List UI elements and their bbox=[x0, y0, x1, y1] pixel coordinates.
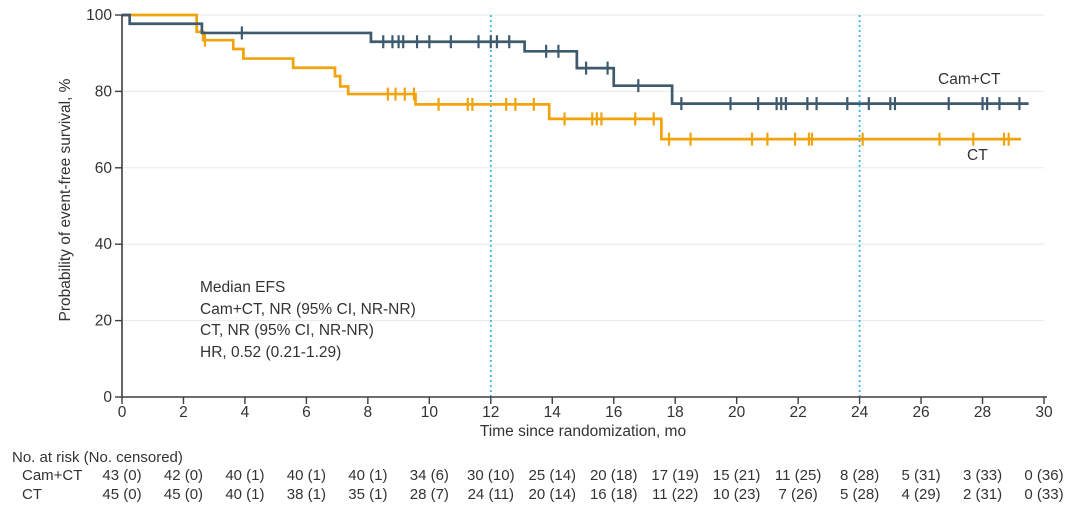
x-tick-label: 22 bbox=[790, 404, 807, 421]
annotation-line: CT, NR (95% CI, NR-NR) bbox=[200, 322, 374, 339]
risk-cell: 0 (33) bbox=[1024, 486, 1064, 503]
y-axis-title: Probability of event-free survival, % bbox=[57, 78, 74, 322]
risk-cell: 45 (0) bbox=[102, 486, 142, 503]
risk-cell: 0 (36) bbox=[1024, 467, 1064, 484]
risk-cell: 11 (22) bbox=[651, 486, 699, 503]
x-tick-label: 8 bbox=[364, 404, 373, 421]
km-curve-ct bbox=[122, 13, 1021, 141]
risk-cell: 20 (14) bbox=[528, 486, 577, 503]
risk-table-header: No. at risk (No. censored) bbox=[12, 449, 183, 466]
x-tick-label: 4 bbox=[241, 404, 250, 421]
x-tick-label: 6 bbox=[302, 404, 311, 421]
risk-cell: 40 (1) bbox=[225, 486, 265, 503]
risk-cell: 24 (11) bbox=[467, 486, 515, 503]
risk-cell: 38 (1) bbox=[286, 486, 326, 503]
risk-cell: 2 (31) bbox=[962, 486, 1003, 503]
risk-row-label: CT bbox=[22, 486, 42, 503]
y-tick-label: 80 bbox=[95, 83, 113, 100]
y-tick-label: 20 bbox=[95, 313, 113, 330]
risk-cell: 45 (0) bbox=[163, 486, 204, 503]
risk-cell: 17 (19) bbox=[651, 467, 699, 484]
median-efs-annotation: Median EFS Cam+CT, NR (95% CI, NR-NR) CT, … bbox=[200, 277, 416, 363]
risk-cell: 25 (14) bbox=[528, 467, 577, 484]
x-tick-label: 2 bbox=[179, 404, 188, 421]
risk-cell: 40 (1) bbox=[286, 467, 326, 484]
x-tick-label: 16 bbox=[605, 404, 622, 421]
risk-cell: 28 (7) bbox=[409, 486, 449, 503]
risk-cell: 3 (33) bbox=[962, 467, 1003, 484]
risk-cell: 5 (31) bbox=[901, 467, 941, 484]
risk-cell: 5 (28) bbox=[840, 486, 880, 503]
risk-cell: 34 (6) bbox=[409, 467, 449, 484]
x-tick-label: 26 bbox=[912, 404, 929, 421]
x-tick-label: 14 bbox=[544, 404, 562, 421]
x-tick-label: 24 bbox=[851, 404, 869, 421]
x-axis-title: Time since randomization, mo bbox=[479, 423, 687, 440]
x-tick-label: 0 bbox=[118, 404, 127, 421]
x-tick-label: 28 bbox=[974, 404, 991, 421]
risk-cell: 40 (1) bbox=[348, 467, 388, 484]
risk-cell: 16 (18) bbox=[589, 486, 638, 503]
x-tick-label: 30 bbox=[1035, 404, 1053, 421]
risk-row-label: Cam+CT bbox=[22, 467, 83, 484]
x-tick-label: 10 bbox=[421, 404, 439, 421]
y-tick-label: 60 bbox=[95, 160, 113, 177]
annotation-line: Median EFS bbox=[200, 279, 286, 296]
risk-cell: 11 (25) bbox=[774, 467, 822, 484]
x-tick-label: 18 bbox=[667, 404, 684, 421]
risk-cell: 10 (23) bbox=[712, 486, 761, 503]
annotation-line: Cam+CT, NR (95% CI, NR-NR) bbox=[200, 300, 416, 318]
risk-cell: 42 (0) bbox=[163, 467, 204, 484]
risk-cell: 30 (10) bbox=[467, 467, 515, 484]
risk-row: Cam+CT 43 (0) 42 (0) 40 (1) 40 (1) 40 (1) 34 (… bbox=[0, 467, 1080, 484]
annotation-line: HR, 0.52 (0.21-1.29) bbox=[200, 343, 342, 361]
risk-cell: 7 (26) bbox=[778, 486, 818, 503]
risk-cell: 20 (18) bbox=[589, 467, 638, 484]
y-tick-label: 40 bbox=[95, 236, 113, 253]
risk-cell: 35 (1) bbox=[348, 486, 388, 503]
curve-label-cam-ct: Cam+CT bbox=[938, 71, 1001, 88]
y-tick-label: 0 bbox=[103, 389, 112, 406]
x-tick-label: 20 bbox=[728, 404, 746, 421]
curve-label-ct: CT bbox=[967, 147, 988, 164]
risk-cell: 43 (0) bbox=[102, 467, 142, 484]
risk-cell: 8 (28) bbox=[840, 467, 880, 484]
risk-cell: 4 (29) bbox=[901, 486, 941, 503]
risk-row: CT 45 (0) 45 (0) 40 (1) 38 (1) 35 (1) 28 (7) 24… bbox=[0, 486, 1080, 503]
x-tick-label: 12 bbox=[482, 404, 499, 421]
y-tick-label: 100 bbox=[86, 7, 112, 24]
risk-cell: 40 (1) bbox=[225, 467, 265, 484]
risk-cell: 15 (21) bbox=[712, 467, 761, 484]
km-curve-cam-ct bbox=[122, 13, 1029, 105]
